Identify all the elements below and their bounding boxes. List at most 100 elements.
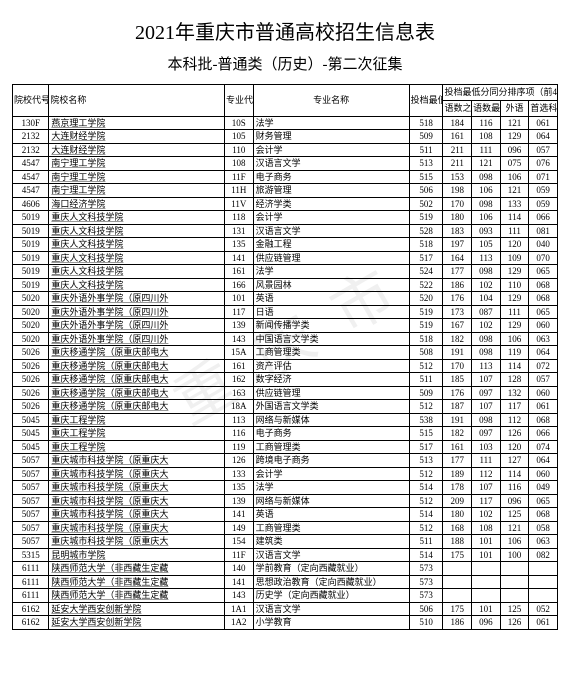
table-row: 5045重庆工程学院113网络与新媒体538191098112068	[13, 413, 558, 427]
cell: 197	[443, 238, 472, 252]
cell: 6162	[13, 616, 49, 630]
cell: 076	[529, 157, 558, 171]
cell: 会计学	[253, 467, 409, 481]
cell: 119	[500, 346, 529, 360]
cell: 100	[500, 548, 529, 562]
cell: 5026	[13, 346, 49, 360]
cell: 191	[443, 413, 472, 427]
cell: 211	[443, 143, 472, 157]
cell: 133	[500, 197, 529, 211]
cell: 177	[443, 454, 472, 468]
cell: 538	[409, 413, 443, 427]
cell: 4547	[13, 170, 49, 184]
th-code: 院校代号	[13, 85, 49, 117]
cell: 重庆工程学院	[49, 440, 225, 454]
cell: 110	[500, 278, 529, 292]
cell: 177	[443, 265, 472, 279]
cell: 107	[472, 373, 501, 387]
cell: 5026	[13, 400, 49, 414]
cell: 186	[443, 278, 472, 292]
cell	[529, 575, 558, 589]
cell: 重庆移通学院（原重庆邮电大	[49, 373, 225, 387]
cell: 119	[224, 440, 253, 454]
th-group: 投档最低分同分排序项（前4项）	[443, 85, 558, 101]
cell: 093	[472, 224, 501, 238]
cell: 167	[443, 319, 472, 333]
cell: 060	[529, 386, 558, 400]
cell: 重庆城市科技学院（原重庆大	[49, 508, 225, 522]
cell: 129	[500, 319, 529, 333]
admission-table: 院校代号 院校名称 专业代号 专业名称 投档最低分 投档最低分同分排序项（前4项…	[12, 84, 558, 630]
table-row: 6111陕西师范大学（非西藏生定藏143历史学（定向西藏就业）573	[13, 589, 558, 603]
cell	[500, 562, 529, 576]
cell: 517	[409, 440, 443, 454]
cell: 512	[409, 359, 443, 373]
cell: 180	[443, 211, 472, 225]
cell: 105	[472, 238, 501, 252]
cell: 工商管理类	[253, 440, 409, 454]
cell: 南宁理工学院	[49, 184, 225, 198]
cell: 098	[472, 332, 501, 346]
cell: 149	[224, 521, 253, 535]
cell: 189	[443, 467, 472, 481]
th-s2: 语数最高	[472, 100, 501, 116]
cell: 109	[500, 251, 529, 265]
th-major: 专业名称	[253, 85, 409, 117]
cell: 081	[529, 224, 558, 238]
cell: 4547	[13, 184, 49, 198]
cell: 108	[224, 157, 253, 171]
th-school: 院校名称	[49, 85, 225, 117]
cell: 海口经济学院	[49, 197, 225, 211]
cell: 106	[472, 211, 501, 225]
table-row: 5057重庆城市科技学院（原重庆大139网络与新媒体51220911709606…	[13, 494, 558, 508]
cell: 514	[409, 481, 443, 495]
cell: 108	[472, 130, 501, 144]
table-row: 2132大连财经学院105财务管理509161108129064	[13, 130, 558, 144]
cell: 135	[224, 238, 253, 252]
cell: 502	[409, 197, 443, 211]
table-row: 5026重庆移通学院（原重庆邮电大163供应链管理509176097132060	[13, 386, 558, 400]
cell: 电子商务	[253, 170, 409, 184]
cell: 110	[224, 143, 253, 157]
cell: 040	[529, 238, 558, 252]
cell: 514	[409, 548, 443, 562]
cell: 107	[472, 481, 501, 495]
cell	[443, 589, 472, 603]
cell: 6111	[13, 589, 49, 603]
cell: 重庆移通学院（原重庆邮电大	[49, 386, 225, 400]
cell: 资产评估	[253, 359, 409, 373]
cell: 512	[409, 494, 443, 508]
cell: 汉语言文学	[253, 602, 409, 616]
cell: 071	[529, 170, 558, 184]
cell: 新闻传播学类	[253, 319, 409, 333]
cell: 052	[529, 602, 558, 616]
cell: 4547	[13, 157, 49, 171]
table-row: 6162延安大学西安创新学院1A2小学教育510186096126061	[13, 616, 558, 630]
cell: 117	[472, 494, 501, 508]
cell: 068	[529, 413, 558, 427]
table-row: 5315昆明城市学院11F汉语言文学514175101100082	[13, 548, 558, 562]
cell: 102	[472, 278, 501, 292]
cell: 059	[529, 197, 558, 211]
cell: 5057	[13, 481, 49, 495]
cell: 重庆人文科技学院	[49, 238, 225, 252]
cell: 096	[500, 143, 529, 157]
cell: 074	[529, 440, 558, 454]
cell: 113	[224, 413, 253, 427]
cell: 会计学	[253, 211, 409, 225]
cell: 175	[443, 548, 472, 562]
cell: 517	[409, 251, 443, 265]
cell: 065	[529, 305, 558, 319]
cell: 陕西师范大学（非西藏生定藏	[49, 589, 225, 603]
th-majcode: 专业代号	[224, 85, 253, 117]
cell: 11F	[224, 170, 253, 184]
cell: 重庆城市科技学院（原重庆大	[49, 481, 225, 495]
cell: 112	[472, 467, 501, 481]
cell: 182	[443, 332, 472, 346]
cell: 519	[409, 305, 443, 319]
cell: 114	[500, 467, 529, 481]
page-title: 2021年重庆市普通高校招生信息表	[12, 16, 558, 45]
table-row: 5026重庆移通学院（原重庆邮电大18A外国语言文学类5121871071170…	[13, 400, 558, 414]
cell: 114	[500, 211, 529, 225]
cell: 121	[500, 521, 529, 535]
